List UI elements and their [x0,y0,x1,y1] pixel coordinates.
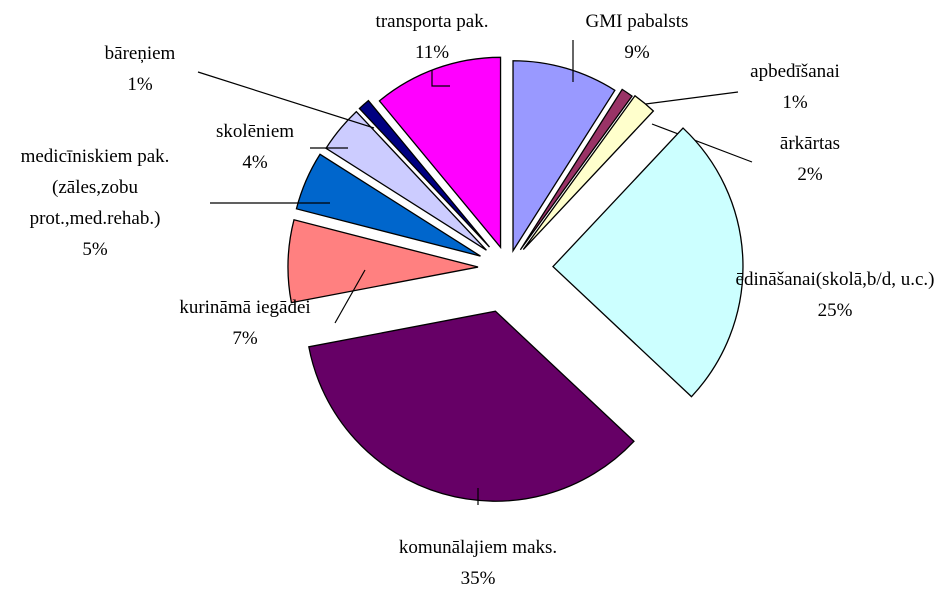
slice-name: skolēniem [215,121,295,142]
slice-name: ēdināšanai(skolā,b/d, u.c.) [735,269,935,290]
pie-slice [308,310,635,502]
slice-name: kurināmā iegādei [179,297,311,318]
slice-value: 7% [232,328,258,349]
pie-slice [522,94,655,250]
leader-line [334,269,366,324]
slice-label: apbedīšanai 1% [725,56,865,118]
slice-name: bāreņiem [104,43,176,64]
pie-slice [512,60,616,253]
slice-value: 1% [782,92,808,113]
pie-slice [378,56,502,250]
slice-value: 2% [797,164,823,185]
pie-slice [295,153,481,257]
slice-value: 4% [242,152,268,173]
slice-value: 5% [82,239,108,260]
slice-value: 9% [624,42,650,63]
pie-slice [287,219,479,304]
leader-line [431,70,450,87]
slice-name: medicīniskiem pak.(zāles,zobu prot.,med.… [20,146,170,229]
slice-name: ārkārtas [779,133,841,154]
pie-slice [519,88,633,251]
slice-label: ēdināšanai(skolā,b/d, u.c.) 25% [730,264,940,326]
slice-value: 35% [460,568,496,589]
pie-area [197,40,753,505]
slice-label: transporta pak. 11% [347,6,517,68]
chart: GMI pabalsts 9% apbedīšanai 1% ārkārtas 2% ēdi… [5,6,940,589]
pie-slice [552,127,744,398]
slice-label: medicīniskiem pak.(zāles,zobu prot.,med.… [5,141,185,265]
slice-value: 11% [414,42,450,63]
slice-label: kurināmā iegādei 7% [140,292,350,354]
slice-label: bāreņiem 1% [80,38,200,100]
slice-value: 25% [817,300,853,321]
leader-line [651,123,753,163]
leader-line [197,71,375,129]
slice-label: GMI pabalsts 9% [557,6,717,68]
slice-name: transporta pak. [375,11,489,32]
slice-name: apbedīšanai [750,61,840,82]
slice-name: komunālajiem maks. [398,537,558,558]
slice-label: ārkārtas 2% [750,128,870,190]
slice-label: skolēniem 4% [195,116,315,178]
leader-line [629,91,739,107]
slice-value: 1% [127,74,153,95]
pie-slice [358,99,490,248]
slice-label: komunālajiem maks. 35% [358,532,598,594]
slice-name: GMI pabalsts [585,11,689,32]
